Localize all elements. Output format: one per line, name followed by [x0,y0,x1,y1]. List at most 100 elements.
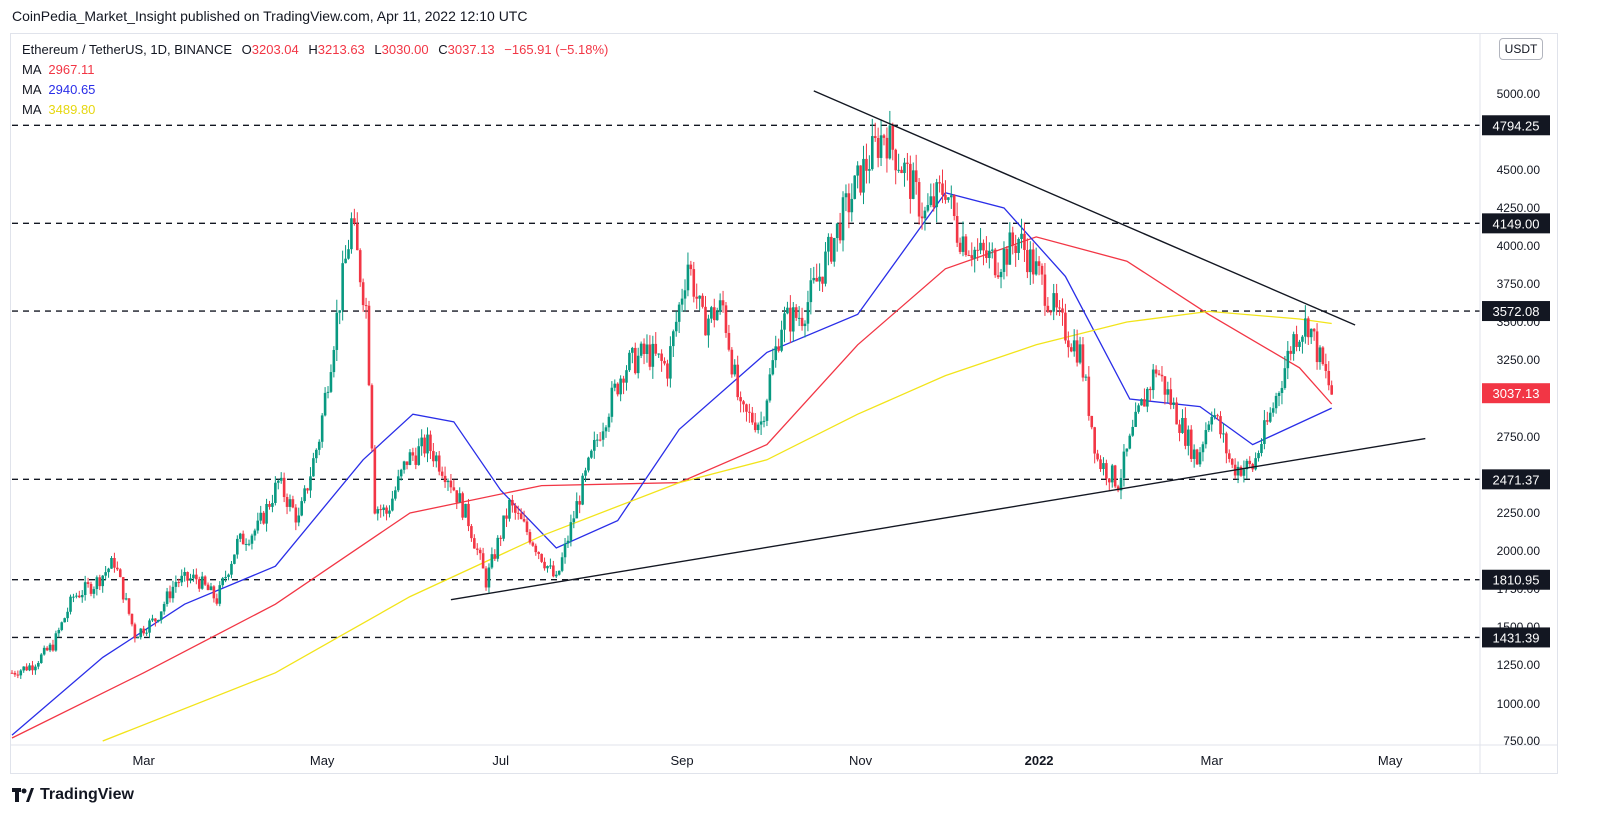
candle-body [1043,274,1047,306]
candle-body [660,353,663,361]
tradingview-brand[interactable]: TradingView [12,786,134,804]
candle-body [891,125,895,150]
candle-body [1020,233,1023,239]
candle-body [1154,369,1158,374]
candle-body [195,574,198,580]
candle-body [1184,417,1187,446]
candle-body [1189,429,1193,459]
candle-body [1225,433,1228,454]
candle-body [271,502,274,507]
trend-line [450,437,1426,601]
candle-body [162,604,166,612]
tradingview-logo-icon [12,788,34,802]
candle-body [206,584,210,591]
candle-body [938,182,941,184]
time-tick-label: Jul [492,753,509,768]
candle-body [666,363,669,379]
candle-body [704,306,707,336]
candle-body [727,332,731,350]
candle-body [1131,426,1135,436]
candle-body [423,437,426,454]
candle-body [920,216,924,219]
candle-body [367,305,371,386]
candle-body [1102,463,1105,470]
candle-body [13,672,17,675]
moving-averages [11,192,1333,742]
candle-body [692,269,696,297]
candle-body [961,236,965,252]
candle-body [1210,416,1214,425]
candle-body [751,412,754,423]
candle-body [505,515,508,519]
candle-body [584,470,587,476]
candle-body [355,223,359,251]
candle-body [897,169,900,171]
candle-body [66,611,69,619]
candle-body [525,521,529,533]
candle-body [1254,458,1257,470]
candle-body [458,493,462,503]
candle-body [464,503,467,518]
candle-body [695,296,699,299]
candle-body [353,218,356,224]
candle-body [789,307,792,332]
candle-body [426,434,429,454]
candle-body [1192,449,1196,459]
price-tick-label: 2250.00 [1497,506,1541,520]
candle-body [516,512,520,514]
level-price-tag [1482,627,1550,648]
last-price-label: 3037.13 [1493,386,1540,401]
candle-body [1201,444,1205,453]
candle-body [663,360,666,364]
candle-body [996,275,1000,278]
candle-body [154,618,157,622]
candle-body [546,566,549,569]
candle-body [625,370,628,383]
candle-body [800,317,804,327]
candle-body [244,544,248,546]
candle-body [1005,248,1009,265]
candle-body [1146,388,1149,407]
moving-average-line [11,236,1333,739]
candle-body [86,582,90,584]
price-tick-label: 750.00 [1503,734,1540,748]
candle-body [1087,376,1091,416]
candle-body [636,355,640,374]
ma-row-2[interactable]: MA 2940.65 [22,80,608,100]
candle-body [944,194,947,200]
candle-body [320,415,324,442]
candle-body [1292,334,1295,354]
candle-body [1181,417,1184,433]
candle-body [859,165,862,193]
candle-body [707,318,710,336]
candle-body [221,578,224,586]
currency-button[interactable]: USDT [1499,38,1543,60]
candle-body [862,158,865,193]
candle-body [1248,460,1252,465]
candle-body [402,461,406,470]
candle-body [1110,465,1114,483]
candle-body [718,300,722,312]
candle-body [628,352,631,371]
candle-body [748,411,751,413]
candle-body [110,557,113,569]
candle-body [1075,340,1079,363]
candle-body [1046,305,1050,312]
candle-body [581,475,584,505]
candle-body [212,586,216,599]
candle-body [136,637,140,639]
candle-body [484,568,488,588]
candle-body [1312,328,1316,332]
candle-body [774,346,778,361]
candle-body [306,488,309,491]
candle-body [1306,318,1310,338]
candle-body [830,236,833,262]
ma-row-1[interactable]: MA 2967.11 [22,60,608,80]
candle-body [148,620,151,633]
time-tick-label: 2022 [1025,753,1054,768]
candle-body [209,586,213,591]
candle-body [590,450,593,458]
price-tick-label: 1250.00 [1497,658,1541,672]
ma-row-3[interactable]: MA 3489.80 [22,100,608,120]
